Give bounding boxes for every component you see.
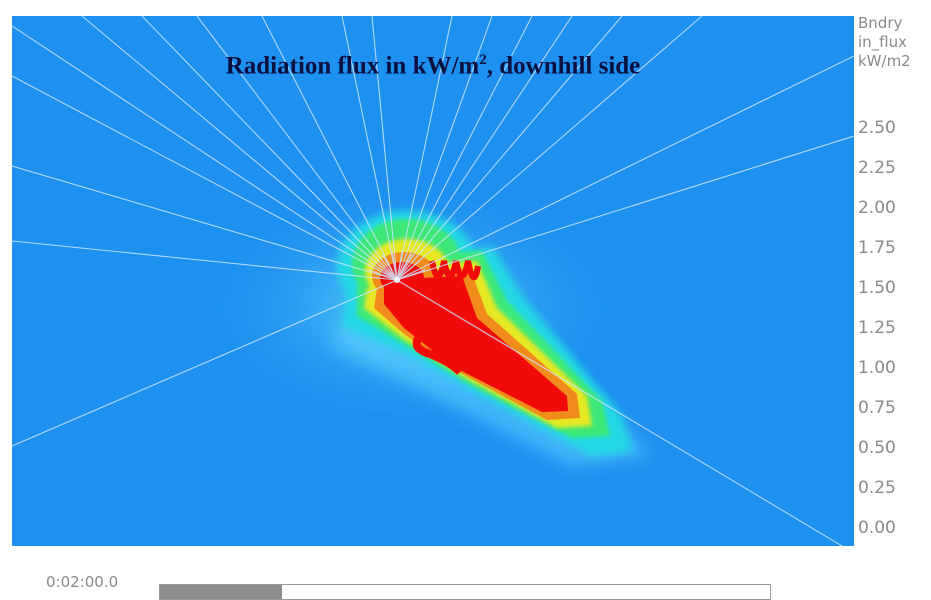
flux-visualization: Radiation flux in kW/m2, downhill side xyxy=(12,16,854,546)
time-display: 0:02:00.0 xyxy=(46,573,119,591)
view-ray xyxy=(396,55,854,281)
view-ray xyxy=(81,16,398,281)
legend-title: Bndry in_flux kW/m2 xyxy=(858,14,911,70)
source-point xyxy=(394,277,400,283)
legend-tick: 0.50 xyxy=(858,438,896,458)
view-ray xyxy=(396,135,854,281)
view-ray xyxy=(12,75,398,281)
playback-progress-bar[interactable] xyxy=(159,584,771,600)
view-ray xyxy=(341,16,398,281)
legend-tick: 1.25 xyxy=(858,318,896,338)
view-ray xyxy=(396,16,453,281)
legend-tick: 1.75 xyxy=(858,238,896,258)
view-ray xyxy=(141,16,398,281)
view-ray xyxy=(12,240,398,281)
legend-tick: 1.00 xyxy=(858,358,896,378)
view-ray xyxy=(196,16,398,281)
view-ray xyxy=(261,16,398,281)
view-ray xyxy=(396,279,843,546)
view-ray xyxy=(396,16,493,281)
view-rays xyxy=(12,16,854,546)
view-ray xyxy=(12,25,398,281)
playback-progress-fill xyxy=(160,585,282,599)
legend-tick: 0.25 xyxy=(858,478,896,498)
view-ray xyxy=(396,260,421,281)
view-ray xyxy=(396,16,573,281)
view-ray xyxy=(396,250,403,281)
view-ray xyxy=(12,165,398,281)
legend-tick: 2.00 xyxy=(858,198,896,218)
legend-tick: 2.25 xyxy=(858,158,896,178)
view-ray xyxy=(371,16,398,281)
legend-tick: 2.50 xyxy=(858,118,896,138)
view-ray xyxy=(391,250,398,281)
view-ray xyxy=(396,269,426,281)
view-ray xyxy=(381,253,398,281)
legend-tick: 0.75 xyxy=(858,398,896,418)
legend-tick: 0.00 xyxy=(858,518,896,538)
view-ray xyxy=(368,269,398,281)
flux-plot xyxy=(12,16,854,546)
view-ray xyxy=(396,16,623,281)
view-ray xyxy=(396,253,413,281)
view-ray xyxy=(396,16,533,281)
legend-tick: 1.50 xyxy=(858,278,896,298)
view-ray xyxy=(373,260,398,281)
view-ray xyxy=(12,279,398,447)
view-ray xyxy=(396,16,703,281)
